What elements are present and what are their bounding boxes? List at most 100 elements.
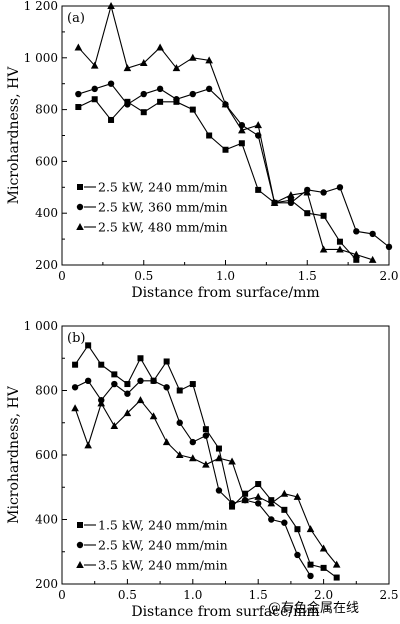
data-point (150, 377, 157, 385)
panel-label: (b) (67, 331, 85, 346)
data-point (206, 132, 213, 139)
legend-entry: 2.5 kW, 360 mm/min (76, 200, 228, 215)
y-tick-label: 200 (35, 577, 58, 591)
data-point (108, 116, 115, 123)
data-point (255, 186, 262, 193)
data-point (280, 489, 289, 497)
data-point (241, 496, 249, 504)
data-point (222, 146, 229, 153)
data-point (175, 451, 184, 458)
data-point (124, 381, 131, 388)
y-tick-label: 400 (35, 513, 58, 527)
data-point (72, 361, 79, 368)
legend-label: 2.5 kW, 360 mm/min (98, 200, 228, 215)
data-point (333, 574, 340, 581)
data-point (215, 445, 222, 452)
legend-marker (76, 223, 84, 230)
legend-marker (76, 203, 84, 211)
data-point (71, 384, 79, 391)
data-point (268, 516, 275, 523)
x-tick-label: 1.0 (183, 588, 202, 602)
data-point (137, 355, 144, 362)
y-axis-label: Microhardness, HV (6, 385, 22, 524)
data-point (255, 481, 262, 488)
data-point (189, 454, 197, 462)
data-point (91, 96, 98, 103)
data-point (238, 140, 245, 147)
data-point (110, 421, 119, 429)
data-point (368, 255, 377, 263)
panel-b: 0 0.5 1.0 1.5 2.0 2.5 200 400 600 800 1 000 Distanc… (6, 319, 399, 620)
x-tick-label: 0.5 (118, 588, 137, 602)
data-point (157, 98, 164, 105)
data-point (281, 519, 288, 526)
data-point (136, 396, 145, 404)
y-tick-label: 600 (35, 154, 58, 168)
y-tick-label: 1 200 (24, 0, 58, 13)
data-point (202, 432, 210, 439)
panel-label: (a) (67, 11, 85, 26)
data-point (320, 564, 327, 571)
legend-label: 2.5 kW, 240 mm/min (98, 538, 228, 553)
data-point (173, 96, 180, 103)
panel-a: 0 0.5 1.0 1.5 2.0 200 400 600 800 1 000 1 200 Dista… (6, 0, 399, 301)
data-point (97, 399, 106, 407)
data-point (320, 212, 327, 219)
data-point (238, 126, 246, 134)
data-point (303, 188, 312, 196)
legend-marker (76, 541, 84, 549)
data-point (140, 90, 147, 98)
data-point (320, 189, 327, 196)
data-point (221, 100, 230, 108)
y-tick-label: 1 000 (24, 319, 58, 333)
series-3 (74, 2, 377, 263)
x-tick-label: 0 (58, 269, 66, 283)
data-point (369, 230, 376, 238)
data-point (75, 104, 82, 111)
legend-marker (77, 522, 83, 528)
data-point (294, 526, 301, 533)
legend-entry: 1.5 kW, 240 mm/min (77, 518, 228, 533)
x-tick-label: 2.0 (314, 588, 333, 602)
x-axis-label: Distance from surface/mm (131, 604, 319, 620)
data-point (229, 503, 236, 510)
data-point (176, 387, 183, 394)
data-point (304, 210, 311, 217)
data-point (254, 121, 262, 129)
legend-label: 3.5 kW, 240 mm/min (98, 558, 228, 573)
data-point (270, 198, 279, 206)
data-point (123, 409, 132, 417)
data-point (307, 561, 314, 568)
data-point (172, 64, 181, 72)
data-point (71, 404, 79, 412)
y-tick-label: 800 (35, 103, 58, 117)
legend-marker (76, 561, 84, 568)
legend-entry: 2.5 kW, 240 mm/min (77, 180, 228, 195)
data-point (307, 572, 314, 580)
data-point (215, 487, 223, 494)
x-axis-label: Distance from surface/mm (131, 285, 319, 301)
data-point (84, 441, 92, 449)
y-tick-label: 600 (35, 448, 58, 462)
y-axis-label: Microhardness, HV (6, 66, 22, 205)
data-point (352, 250, 361, 258)
data-point (294, 551, 301, 559)
data-point (91, 85, 98, 93)
x-tick-label: 2.5 (379, 588, 398, 602)
data-point (189, 438, 196, 446)
data-point (205, 85, 213, 93)
data-point (176, 419, 183, 426)
data-point (319, 245, 328, 253)
data-point (353, 228, 360, 235)
data-point (162, 438, 171, 446)
data-point (163, 384, 170, 391)
data-point (336, 238, 343, 245)
data-point (156, 43, 164, 51)
data-point (140, 109, 147, 116)
data-point (238, 121, 246, 129)
data-point (90, 61, 99, 69)
data-point (189, 106, 196, 113)
y-tick-label: 400 (35, 206, 58, 220)
data-point (111, 380, 118, 388)
